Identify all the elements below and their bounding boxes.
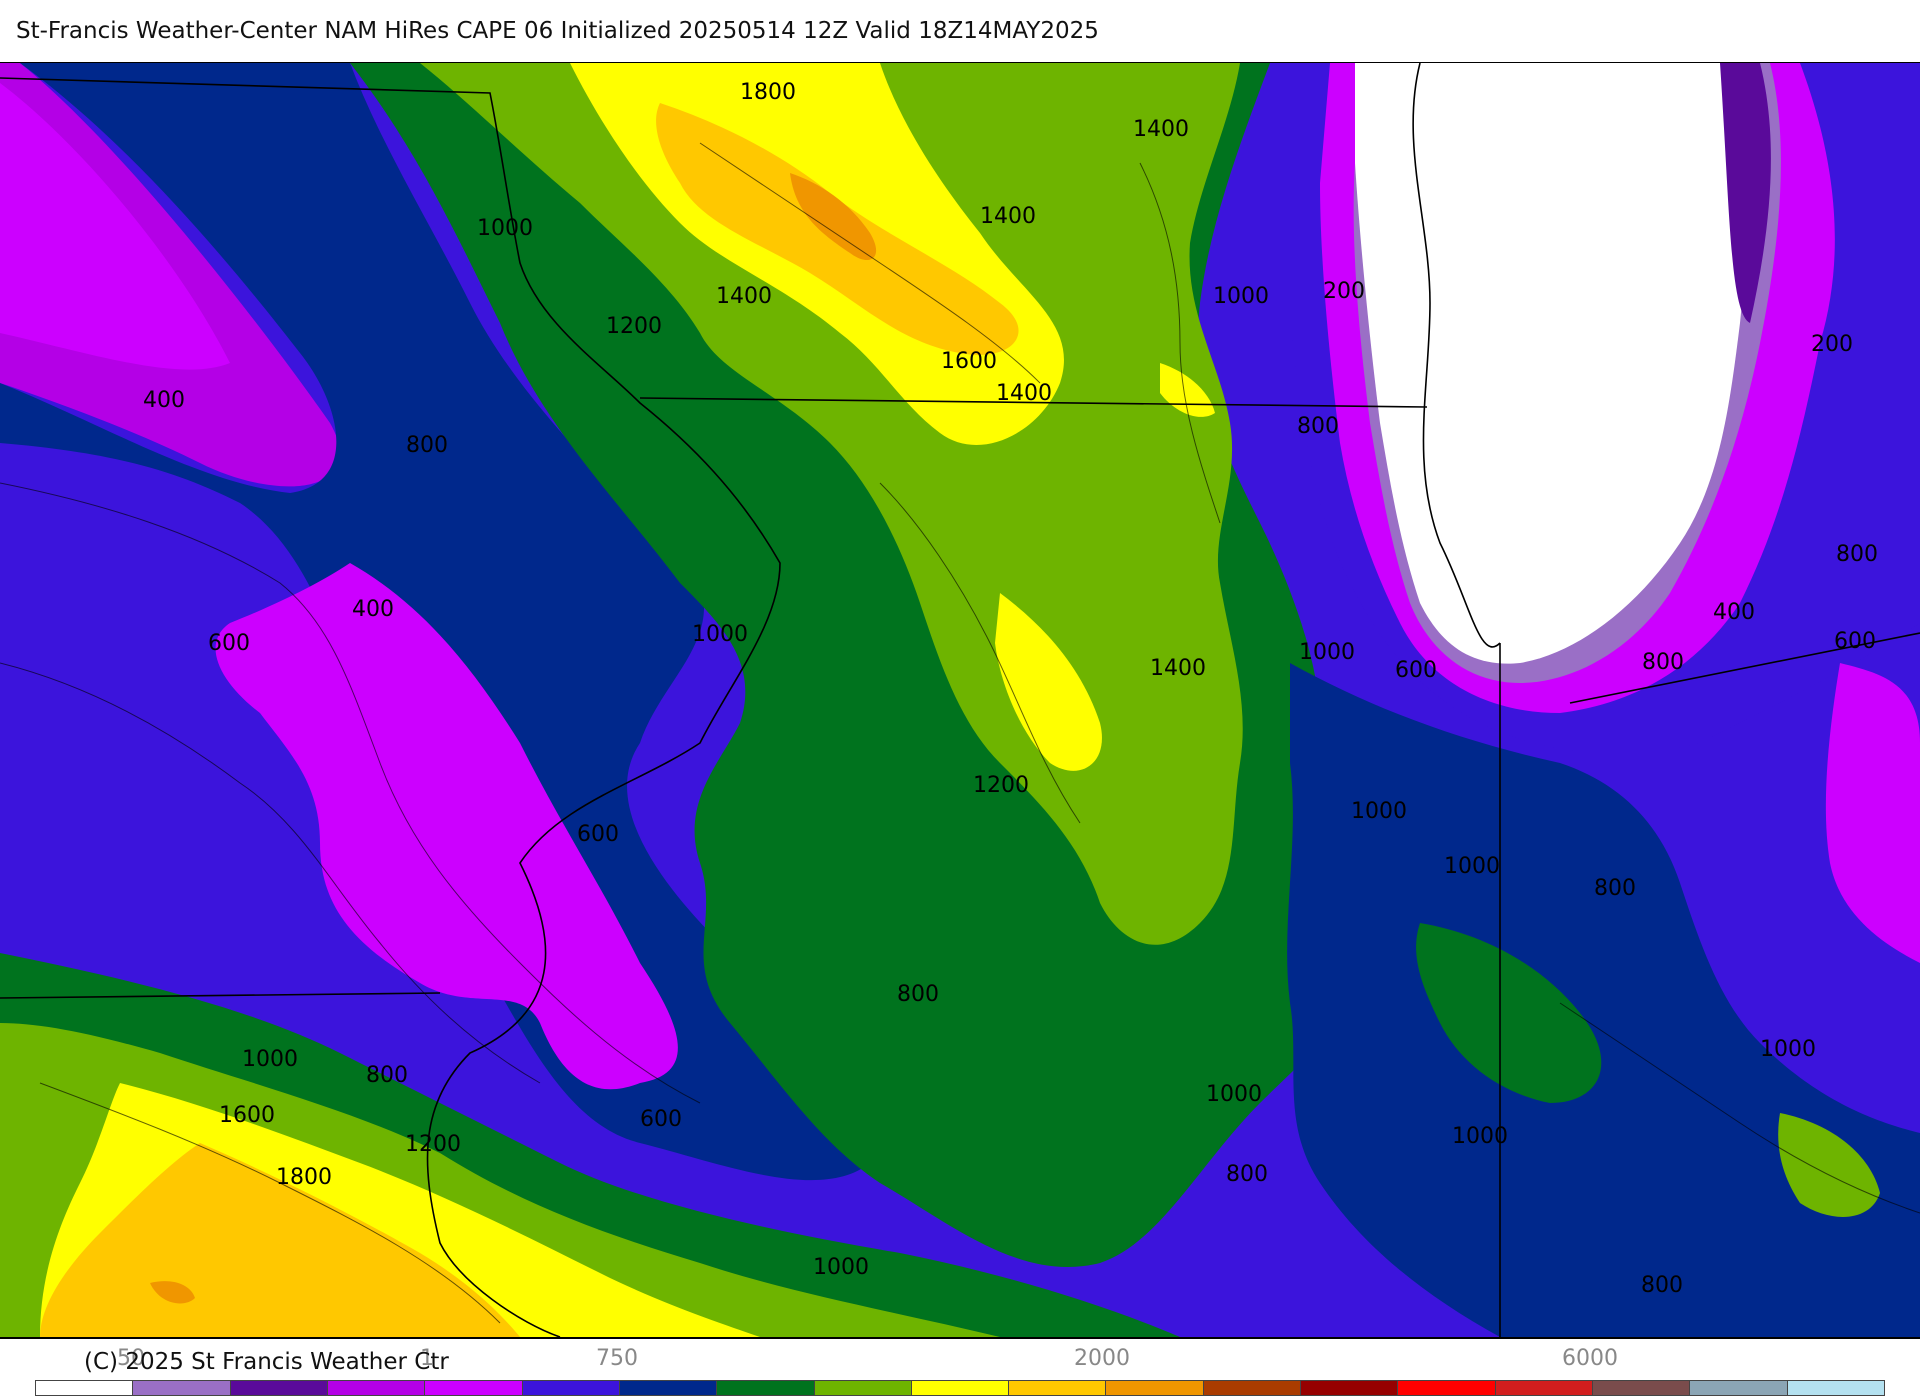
contour-label: 1000: [1760, 1037, 1816, 1062]
contour-labels: 1800 1400 1000 1400 1400 200 1000 1200 1…: [143, 80, 1878, 1298]
contour-label: 800: [1594, 876, 1636, 901]
colorbar-segment: [1593, 1381, 1691, 1395]
colorbar-segment: [1398, 1381, 1496, 1395]
contour-label: 400: [352, 597, 394, 622]
contour-label: 1400: [716, 284, 772, 309]
contour-label: 1000: [242, 1047, 298, 1072]
colorbar-tick-label: 750: [596, 1346, 638, 1371]
contour-label: 1400: [996, 381, 1052, 406]
contour-label: 1800: [276, 1165, 332, 1190]
contour-label: 1000: [1299, 640, 1355, 665]
contour-label: 1400: [1133, 117, 1189, 142]
colorbar-tick-label: 2000: [1074, 1346, 1130, 1371]
colorbar-segment: [717, 1381, 815, 1395]
colorbar-segment: [1787, 1381, 1884, 1395]
contour-label: 200: [1811, 332, 1853, 357]
contour-label: 1000: [1206, 1082, 1262, 1107]
contour-label: 1000: [1444, 854, 1500, 879]
colorbar-segment: [1495, 1381, 1593, 1395]
colorbar-segment: [1106, 1381, 1204, 1395]
contour-label: 600: [640, 1107, 682, 1132]
contour-label: 800: [1226, 1162, 1268, 1187]
contour-label: 1800: [740, 80, 796, 105]
contour-label: 200: [1323, 279, 1365, 304]
contour-label: 1200: [606, 314, 662, 339]
contour-label: 800: [1297, 414, 1339, 439]
contour-label: 1000: [1452, 1124, 1508, 1149]
colorbar-segment: [36, 1381, 134, 1395]
contour-label: 1200: [973, 773, 1029, 798]
contour-label: 1000: [813, 1255, 869, 1280]
contour-label: 800: [1836, 542, 1878, 567]
contour-label: 800: [366, 1063, 408, 1088]
contour-label: 1600: [941, 349, 997, 374]
contour-label: 1000: [1351, 799, 1407, 824]
contour-label: 800: [1641, 1273, 1683, 1298]
colorbar-segment: [1301, 1381, 1399, 1395]
contour-label: 400: [143, 388, 185, 413]
colorbar-segment: [230, 1381, 328, 1395]
copyright-text: (C) 2025 St Francis Weather Ctr: [84, 1349, 449, 1375]
contour-label: 1400: [1150, 656, 1206, 681]
colorbar-segment: [133, 1381, 231, 1395]
colorbar-faint-label: 1: [420, 1346, 434, 1371]
colorbar-segment: [1009, 1381, 1107, 1395]
contour-label: 1000: [1213, 284, 1269, 309]
colorbar-tick-label: 6000: [1562, 1346, 1618, 1371]
colorbar-segment: [522, 1381, 620, 1395]
contour-label: 600: [577, 822, 619, 847]
colorbar-segment: [327, 1381, 426, 1395]
contour-label: 800: [1642, 650, 1684, 675]
contour-label: 800: [406, 433, 448, 458]
contour-label: 800: [897, 982, 939, 1007]
colorbar-segment: [911, 1381, 1010, 1395]
colorbar-segment: [1203, 1381, 1302, 1395]
cape-contour-map: 1800 1400 1000 1400 1400 200 1000 1200 1…: [0, 63, 1920, 1337]
colorbar-segment: [619, 1381, 718, 1395]
contour-label: 1000: [692, 622, 748, 647]
contour-label: 1600: [219, 1103, 275, 1128]
contour-label: 600: [208, 631, 250, 656]
map-title: St-Francis Weather-Center NAM HiRes CAPE…: [16, 18, 1099, 44]
colorbar-faint-label: 50: [117, 1346, 145, 1371]
contour-label: 400: [1713, 600, 1755, 625]
contour-label: 1200: [405, 1132, 461, 1157]
color-scale-bar: [35, 1380, 1885, 1396]
contour-label: 1000: [477, 216, 533, 241]
contour-label: 600: [1834, 629, 1876, 654]
colorbar-segment: [814, 1381, 912, 1395]
cape-map: 1800 1400 1000 1400 1400 200 1000 1200 1…: [0, 62, 1920, 1339]
contour-label: 1400: [980, 204, 1036, 229]
colorbar-segment: [425, 1381, 523, 1395]
colorbar-segment: [1690, 1381, 1788, 1395]
contour-label: 600: [1395, 658, 1437, 683]
